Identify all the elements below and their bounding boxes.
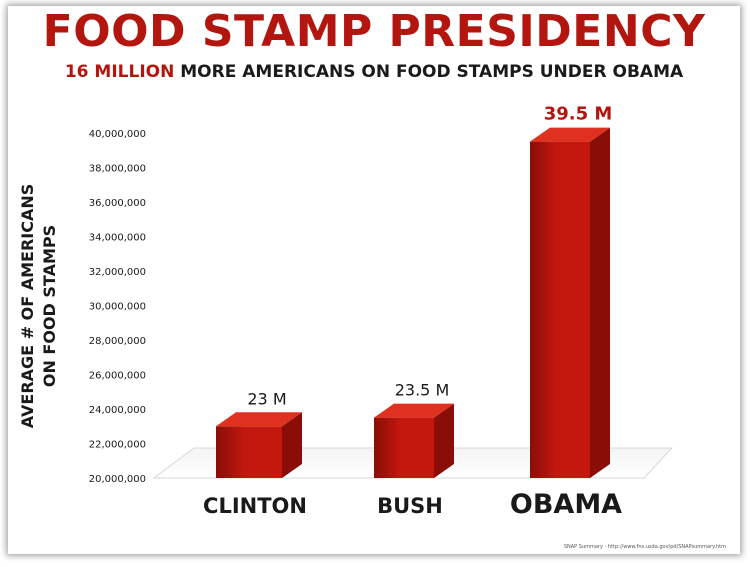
x-tick-label: CLINTON: [203, 494, 307, 518]
bar: [530, 141, 590, 478]
bar-top: [374, 403, 454, 418]
subtitle-text: MORE AMERICANS ON FOOD STAMPS UNDER OBAM…: [174, 62, 684, 82]
y-tick-label: 22,000,000: [89, 440, 146, 451]
bar-top: [530, 127, 610, 142]
y-tick-label: 20,000,000: [89, 474, 146, 485]
bar: [374, 417, 434, 478]
bar-chart: 20,000,000 22,000,000 24,000,000 26,000,000…: [18, 104, 674, 520]
y-axis-title: AVERAGE # OF AMERICANS: [18, 184, 37, 429]
y-tick-label: 34,000,000: [89, 233, 146, 244]
y-tick-label: 24,000,000: [89, 405, 146, 416]
x-tick-label: OBAMA: [510, 489, 622, 520]
y-tick-label: 40,000,000: [89, 129, 146, 140]
source-note: SNAP Summary - http://www.fns.usda.gov/p…: [563, 544, 726, 550]
x-tick-label: BUSH: [377, 494, 443, 518]
bar-side: [434, 403, 454, 478]
y-tick-label: 28,000,000: [89, 336, 146, 347]
chart-frame: FOOD STAMP PRESIDENCY 16 MILLION MORE AM…: [8, 6, 740, 554]
y-tick-label: 38,000,000: [89, 164, 146, 175]
y-tick-label: 30,000,000: [89, 302, 146, 313]
chart-subtitle: 16 MILLION MORE AMERICANS ON FOOD STAMPS…: [8, 62, 740, 82]
y-tick-label: 26,000,000: [89, 371, 146, 382]
page-title: FOOD STAMP PRESIDENCY: [42, 6, 706, 57]
y-axis-title: ON FOOD STAMPS: [40, 225, 59, 387]
bar-side: [590, 127, 610, 478]
data-label: 23 M: [247, 389, 286, 408]
y-tick-label: 32,000,000: [89, 267, 146, 278]
bar: [216, 426, 282, 478]
subtitle-highlight: 16 MILLION: [64, 62, 175, 82]
data-label: 23.5 M: [395, 381, 450, 400]
bar-side: [282, 412, 302, 478]
y-tick-label: 36,000,000: [89, 198, 146, 209]
bar-top: [216, 412, 302, 427]
data-label: 39.5 M: [544, 104, 613, 125]
